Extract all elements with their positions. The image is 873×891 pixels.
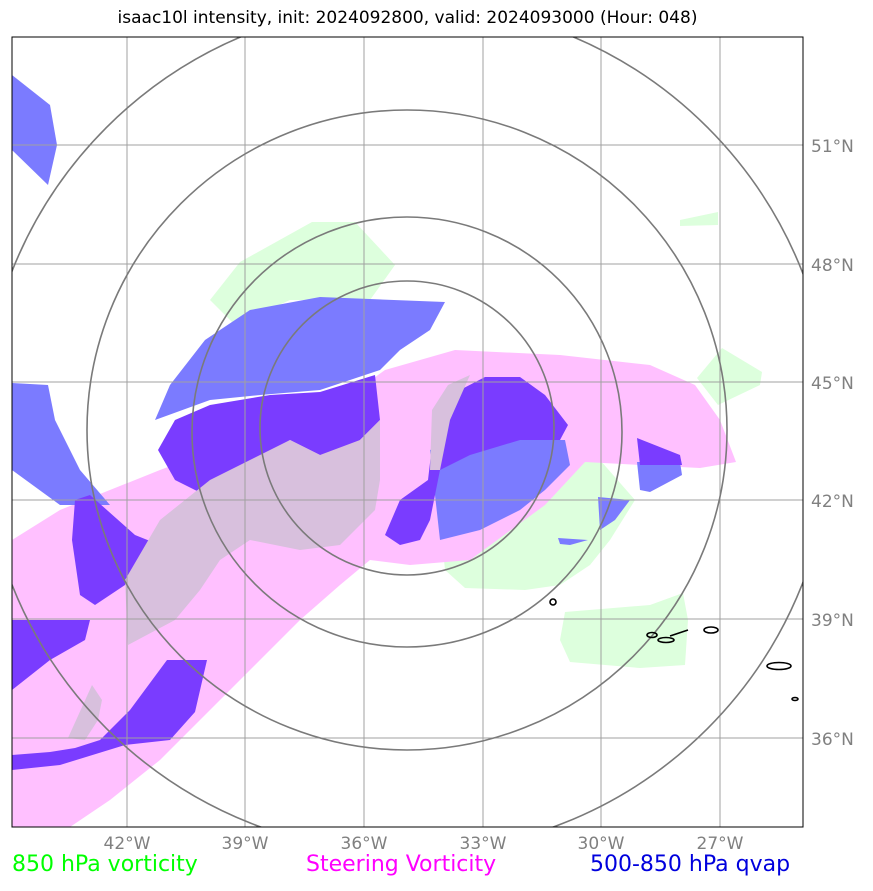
lon-label: 27°W [697, 834, 744, 854]
map-title: isaac10l intensity, init: 2024092800, va… [117, 8, 698, 28]
overlap-fill [68, 375, 470, 740]
lon-label: 42°W [104, 834, 151, 854]
map-frame [11, 36, 804, 828]
lon-label: 30°W [578, 834, 625, 854]
qvap-core-fill [12, 375, 682, 770]
lon-label: 39°W [222, 834, 269, 854]
graticule [12, 37, 803, 827]
legend-steering-vorticity: Steering Vorticity [306, 852, 497, 877]
map-panel [12, 37, 803, 827]
lat-label: 42°N [811, 492, 854, 512]
range-rings [12, 37, 803, 827]
legend-qvap: 500-850 hPa qvap [590, 852, 791, 877]
longitude-labels: 42°W 39°W 36°W 33°W 30°W 27°W [104, 834, 744, 854]
lat-label: 36°N [811, 730, 854, 750]
latitude-labels: 51°N 48°N 45°N 42°N 39°N 36°N [811, 137, 854, 750]
coastline [549, 598, 799, 702]
lat-label: 39°N [811, 611, 854, 631]
legend-850hpa-vorticity: 850 hPa vorticity [12, 852, 198, 877]
lat-label: 51°N [811, 137, 854, 157]
lat-label: 45°N [811, 374, 854, 394]
lat-label: 48°N [811, 256, 854, 276]
qvap-fill [12, 75, 682, 545]
lon-label: 33°W [460, 834, 507, 854]
lon-label: 36°W [341, 834, 388, 854]
